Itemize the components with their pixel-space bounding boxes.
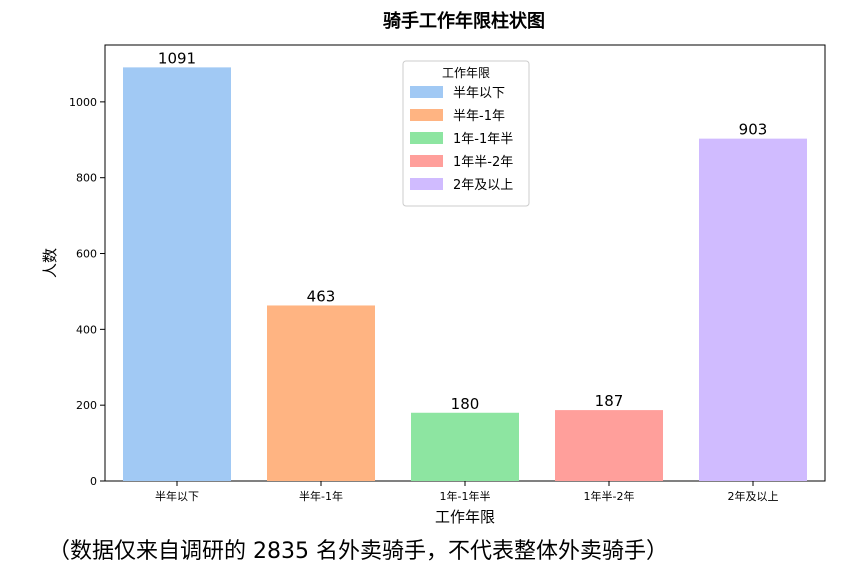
y-axis-label: 人数 [41,248,59,278]
legend-swatch [410,155,443,167]
bar [411,412,519,481]
bar-value-label: 463 [307,287,336,305]
legend-entry-label: 1年-1年半 [453,132,513,147]
x-tick-label: 2年及以上 [728,489,779,503]
y-tick-label: 0 [90,475,97,488]
bar-value-label: 180 [451,395,480,413]
y-tick-label: 800 [76,172,97,185]
legend-swatch [410,86,443,98]
bar [123,67,231,481]
y-tick-label: 1000 [69,96,97,109]
bar [267,305,375,481]
legend-swatch [410,109,443,121]
x-axis-ticks: 半年以下 半年-1年 1年-1年半 1年半-2年 2年及以上 [155,481,779,503]
y-tick-label: 200 [76,399,97,412]
bar [555,410,663,481]
bars [123,67,807,482]
footnote: （数据仅来自调研的 2835 名外卖骑手，不代表整体外卖骑手） [48,539,668,564]
bar [699,138,807,482]
x-axis-label: 工作年限 [435,508,495,526]
legend-entry-label: 2年及以上 [453,178,513,193]
bar-value-label: 1091 [158,49,196,67]
bar-labels: 1091 463 180 187 903 [158,49,767,412]
x-tick-label: 1年-1年半 [440,489,491,503]
legend-title: 工作年限 [442,66,490,80]
legend-swatch [410,178,443,190]
legend-entry-label: 半年以下 [453,86,505,101]
y-tick-label: 600 [76,248,97,261]
x-tick-label: 半年以下 [155,489,199,503]
x-tick-label: 1年半-2年 [584,489,635,503]
y-tick-label: 400 [76,323,97,336]
bar-value-label: 187 [595,392,624,410]
legend-entry-label: 1年半-2年 [453,155,513,170]
bar-value-label: 903 [739,121,768,139]
chart-title: 骑手工作年限柱状图 [383,10,545,32]
x-tick-label: 半年-1年 [299,489,343,503]
y-axis-ticks: 0 200 400 600 800 1000 [69,96,105,488]
legend-entry-label: 半年-1年 [453,109,505,124]
legend-swatch [410,132,443,144]
